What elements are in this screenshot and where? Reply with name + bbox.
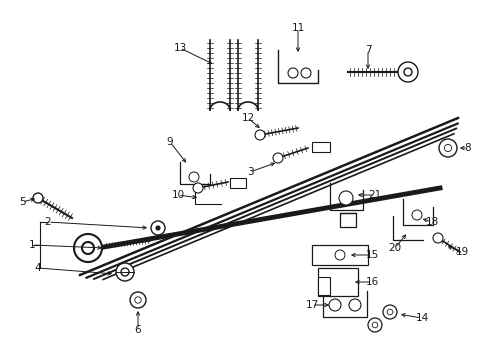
Circle shape xyxy=(438,139,456,157)
Text: 5: 5 xyxy=(19,197,25,207)
Circle shape xyxy=(74,234,102,262)
Circle shape xyxy=(82,242,94,254)
Text: 3: 3 xyxy=(246,167,253,177)
Bar xyxy=(311,245,367,265)
Circle shape xyxy=(156,226,160,230)
Bar xyxy=(317,268,357,296)
Text: 19: 19 xyxy=(454,247,468,257)
Circle shape xyxy=(411,210,421,220)
Circle shape xyxy=(397,62,417,82)
Circle shape xyxy=(348,299,360,311)
Bar xyxy=(229,178,245,188)
Text: 4: 4 xyxy=(35,263,41,273)
Text: 20: 20 xyxy=(387,243,401,253)
Text: 7: 7 xyxy=(364,45,370,55)
Circle shape xyxy=(371,322,377,328)
Circle shape xyxy=(444,144,451,152)
Text: 10: 10 xyxy=(171,190,184,200)
Bar xyxy=(339,213,355,227)
Text: 6: 6 xyxy=(134,325,141,335)
Circle shape xyxy=(367,318,381,332)
Text: 8: 8 xyxy=(464,143,470,153)
Circle shape xyxy=(432,233,442,243)
Circle shape xyxy=(189,172,199,182)
Circle shape xyxy=(272,153,283,163)
Circle shape xyxy=(121,268,129,276)
Text: 9: 9 xyxy=(166,137,173,147)
Text: 2: 2 xyxy=(44,217,51,227)
Circle shape xyxy=(193,183,203,193)
Circle shape xyxy=(403,68,411,76)
Circle shape xyxy=(254,130,264,140)
Circle shape xyxy=(386,309,392,315)
Text: 18: 18 xyxy=(425,217,438,227)
Circle shape xyxy=(130,292,146,308)
Text: 12: 12 xyxy=(241,113,254,123)
Text: 15: 15 xyxy=(365,250,378,260)
Bar xyxy=(317,277,329,295)
Text: 13: 13 xyxy=(173,43,186,53)
Text: 1: 1 xyxy=(29,240,35,250)
Circle shape xyxy=(287,68,297,78)
Circle shape xyxy=(334,250,345,260)
Text: 16: 16 xyxy=(365,277,378,287)
Text: 21: 21 xyxy=(367,190,381,200)
Text: 11: 11 xyxy=(291,23,304,33)
Text: 14: 14 xyxy=(414,313,428,323)
Bar xyxy=(311,142,329,152)
Circle shape xyxy=(135,297,141,303)
Circle shape xyxy=(328,299,340,311)
Circle shape xyxy=(33,193,43,203)
Circle shape xyxy=(338,191,352,205)
Circle shape xyxy=(301,68,310,78)
Circle shape xyxy=(116,263,134,281)
Text: 17: 17 xyxy=(305,300,318,310)
Circle shape xyxy=(382,305,396,319)
Circle shape xyxy=(151,221,164,235)
